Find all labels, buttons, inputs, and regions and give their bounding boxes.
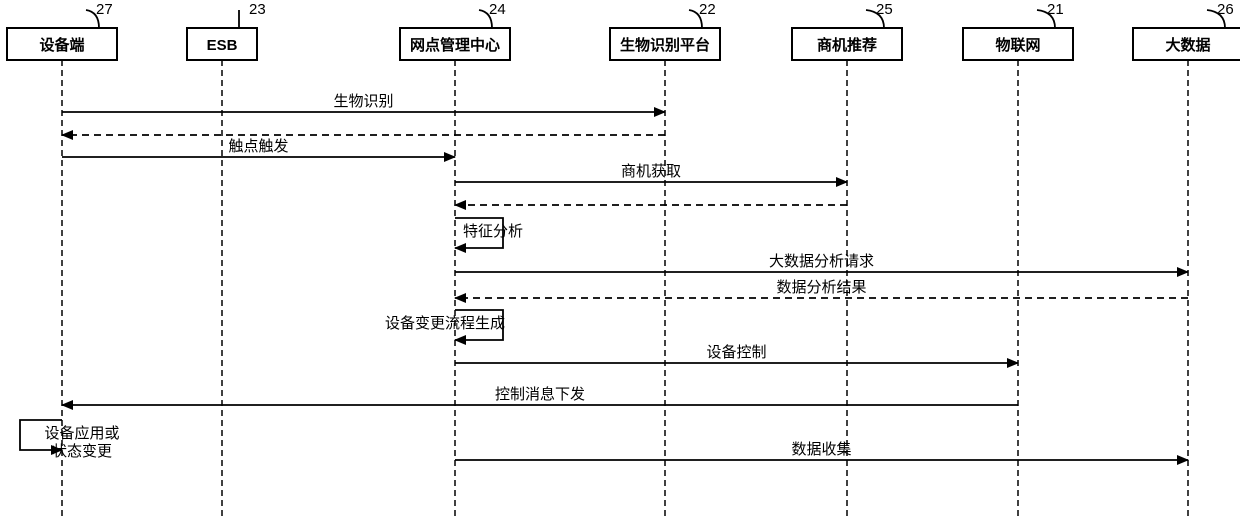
message-label: 状态变更 <box>52 443 112 460</box>
message-label: 触点触发 <box>228 138 288 155</box>
message-label: 设备应用或 <box>44 424 119 442</box>
message-label: 生物识别 <box>333 93 393 110</box>
participant-label-esb: ESB <box>207 37 238 54</box>
message-label: 大数据分析请求 <box>769 253 874 270</box>
message-label: 数据收集 <box>791 441 851 458</box>
participant-ref: 25 <box>876 1 893 18</box>
participant-ref: 21 <box>1047 1 1064 18</box>
participant-label-bio: 生物识别平台 <box>620 36 710 54</box>
participant-label-mgmt: 网点管理中心 <box>410 36 500 54</box>
participant-ref: 27 <box>96 1 113 18</box>
participant-label-bigdata: 大数据 <box>1165 36 1210 54</box>
message-label: 设备变更流程生成 <box>385 315 505 332</box>
participant-label-biz: 商机推荐 <box>817 36 877 54</box>
message-label: 控制消息下发 <box>495 386 585 403</box>
participant-label-dev: 设备端 <box>39 36 84 54</box>
message-label: 设备控制 <box>706 344 766 361</box>
message-label: 特征分析 <box>463 223 523 240</box>
message-label: 商机获取 <box>621 163 681 180</box>
participant-ref: 26 <box>1217 1 1234 18</box>
message-label: 数据分析结果 <box>776 279 866 296</box>
participant-ref: 23 <box>249 1 266 18</box>
participant-label-iot: 物联网 <box>995 36 1040 54</box>
participant-ref: 24 <box>489 1 506 18</box>
participant-ref: 22 <box>699 1 716 18</box>
